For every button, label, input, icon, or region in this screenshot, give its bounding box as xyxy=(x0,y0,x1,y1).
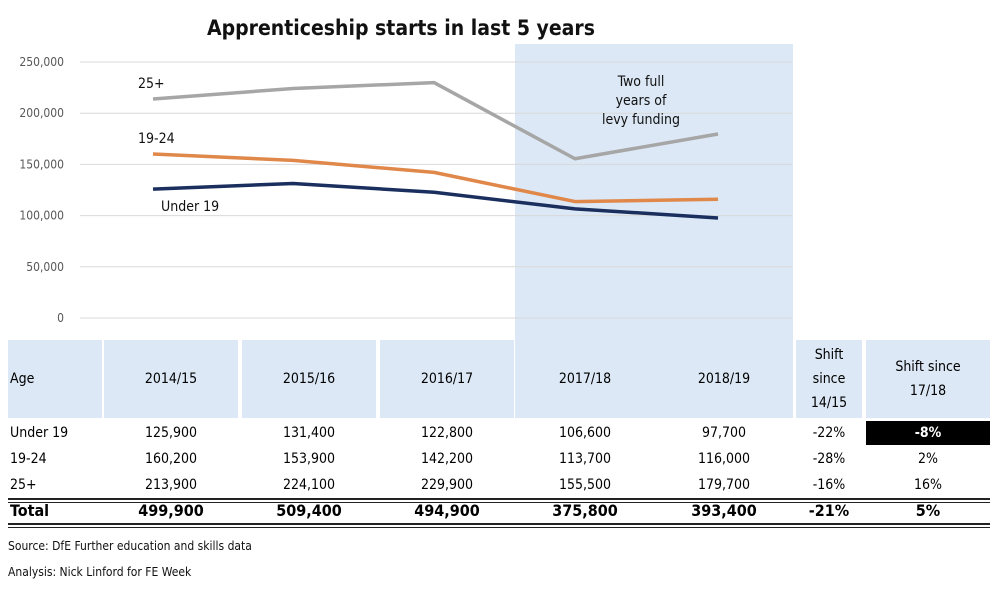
table-cell: 142,200 xyxy=(420,451,474,467)
header-line: Shift xyxy=(814,347,844,363)
column-header-shift-1718: Shift since 17/18 xyxy=(866,340,990,418)
table-cell: 155,500 xyxy=(558,477,612,493)
y-tick-label: 150,000 xyxy=(19,157,64,171)
total-cell: Total xyxy=(10,501,50,520)
header-line: 14/15 xyxy=(810,395,848,411)
header-line: 17/18 xyxy=(909,383,947,399)
y-tick-label: 250,000 xyxy=(19,55,64,69)
total-cell: -21% xyxy=(808,501,850,520)
table-cell: 116,000 xyxy=(697,451,751,467)
table-cell: 229,900 xyxy=(420,477,474,493)
column-header: 2015/16 xyxy=(242,340,376,418)
table-cell: 153,900 xyxy=(282,451,336,467)
column-header: 2014/15 xyxy=(104,340,238,418)
table-cell: Under 19 xyxy=(10,425,69,441)
header-line: Shift since xyxy=(895,359,961,375)
total-cell: 5% xyxy=(915,501,941,520)
table-cell: 2% xyxy=(918,451,938,467)
table-cell: -16% xyxy=(812,477,846,493)
table-cell: 106,600 xyxy=(558,425,612,441)
table-cell: 224,100 xyxy=(282,477,336,493)
table-cell: 97,700 xyxy=(701,425,747,441)
source-note: Source: DfE Further education and skills… xyxy=(8,539,252,553)
table-cell: 19-24 xyxy=(10,451,47,467)
total-cell: 494,900 xyxy=(414,501,480,520)
header-line: since xyxy=(812,371,846,387)
total-cell: 509,400 xyxy=(276,501,342,520)
total-cell: 393,400 xyxy=(691,501,757,520)
table-cell: -28% xyxy=(812,451,846,467)
annotation-text: Two full xyxy=(617,74,665,90)
table-cell: -8% xyxy=(866,421,990,445)
annotation-text: levy funding xyxy=(602,112,680,128)
total-cell: 499,900 xyxy=(138,501,204,520)
column-header-shift-1415: Shift since 14/15 xyxy=(796,340,862,418)
table-cell: 213,900 xyxy=(144,477,198,493)
annotation-text: years of xyxy=(616,93,667,109)
total-cell: 375,800 xyxy=(552,501,618,520)
table-cell: -22% xyxy=(812,425,846,441)
y-tick-label: 50,000 xyxy=(26,260,64,274)
column-header: 2016/17 xyxy=(380,340,514,418)
analysis-note: Analysis: Nick Linford for FE Week xyxy=(8,565,192,579)
y-tick-label: 0 xyxy=(57,311,64,325)
y-tick-label: 200,000 xyxy=(19,106,64,120)
table-cell: 16% xyxy=(914,477,942,493)
table-cell: 122,800 xyxy=(420,425,474,441)
column-header: Age xyxy=(8,340,102,418)
column-header: 2018/19 xyxy=(656,340,792,418)
series-label: Under 19 xyxy=(161,199,219,215)
table-cell: 113,700 xyxy=(558,451,612,467)
table-cell: 25+ xyxy=(10,477,37,493)
column-header: 2017/18 xyxy=(518,340,652,418)
y-tick-label: 100,000 xyxy=(19,209,64,223)
series-label: 25+ xyxy=(138,76,165,92)
table-cell: 160,200 xyxy=(144,451,198,467)
table-cell: 179,700 xyxy=(697,477,751,493)
divider xyxy=(8,498,990,503)
divider xyxy=(8,523,990,528)
chart-title: Apprenticeship starts in last 5 years xyxy=(207,16,595,40)
series-label: 19-24 xyxy=(138,131,175,147)
table-cell: 125,900 xyxy=(144,425,198,441)
table-cell: 131,400 xyxy=(282,425,336,441)
